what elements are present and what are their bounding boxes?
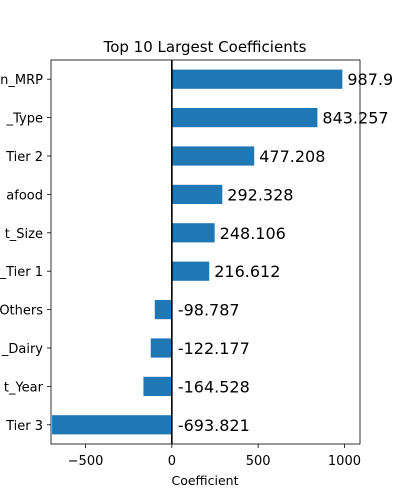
bar-6 [154, 300, 172, 320]
y-tick-label-5: _Tier 1 [0, 265, 43, 280]
data-label-6: -98.787 [178, 301, 240, 320]
bar-7 [150, 338, 172, 358]
x-tick-label-1: 0 [168, 454, 176, 469]
y-tick-label-2: Tier 2 [5, 150, 43, 165]
bar-5 [171, 261, 210, 281]
data-label-3: 292.328 [227, 185, 293, 204]
bar-3 [171, 184, 223, 204]
data-label-9: -693.821 [178, 416, 250, 435]
y-tick-label-0: n_MRP [0, 73, 43, 88]
bar-8 [143, 376, 172, 396]
data-label-1: 843.257 [322, 109, 388, 128]
bars-group [52, 69, 343, 435]
y-tick-label-8: t_Year [4, 380, 44, 395]
bar-9 [52, 415, 172, 435]
y-axis-ticks: n_MRP _Type Tier 2 afood t_Size _Tier 1 Others… [0, 73, 51, 434]
chart-title: Top 10 Largest Coefficients [103, 38, 307, 56]
data-label-0: 987.9 [347, 70, 393, 89]
data-label-2: 477.208 [259, 147, 325, 166]
y-tick-label-7: _Dairy [1, 342, 43, 357]
x-tick-label-0: −500 [68, 454, 104, 469]
y-tick-label-3: afood [6, 188, 43, 203]
x-tick-label-3: 1000 [328, 454, 361, 469]
bar-0 [171, 69, 343, 89]
x-tick-label-2: 500 [246, 454, 271, 469]
bar-1 [171, 108, 318, 128]
data-label-5: 216.612 [214, 262, 280, 281]
data-label-7: -122.177 [178, 339, 250, 358]
y-tick-label-6: Others [0, 304, 43, 319]
bar-4 [171, 223, 215, 243]
x-axis-ticks: −500 0 500 1000 [68, 444, 361, 469]
plot-frame [50, 59, 361, 445]
y-tick-label-1: _Type [6, 112, 43, 127]
y-tick-label-9: Tier 3 [5, 419, 43, 434]
y-tick-label-4: t_Size [5, 227, 43, 242]
bar-2 [171, 146, 255, 166]
data-label-4: 248.106 [220, 224, 286, 243]
x-axis-label: Coefficient [171, 473, 238, 488]
data-label-8: -164.528 [178, 377, 250, 396]
data-labels-group: 987.9 843.257 477.208 292.328 248.106 216.612… [178, 70, 393, 435]
